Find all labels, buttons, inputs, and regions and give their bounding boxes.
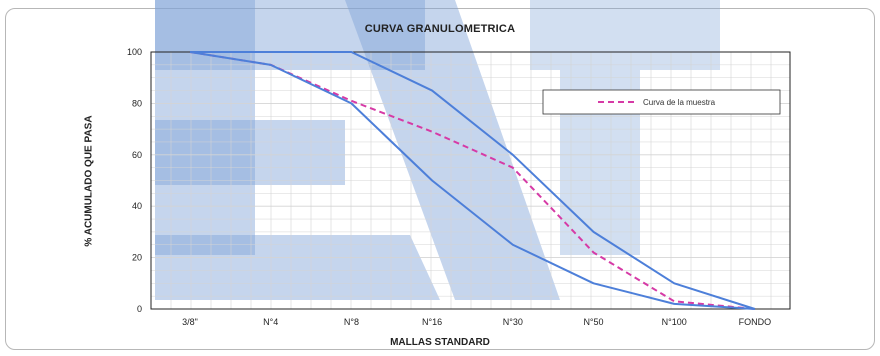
y-tick-label: 0 — [137, 304, 142, 314]
limit-curve-line — [190, 51, 756, 310]
y-tick-label: 40 — [132, 201, 142, 211]
x-tick-label: N°4 — [263, 317, 278, 327]
legend-entry: Curva de la muestra — [643, 98, 716, 107]
x-tick-label: N°100 — [662, 317, 687, 327]
y-tick-label: 100 — [127, 47, 142, 57]
x-tick-label: FONDO — [739, 317, 772, 327]
x-tick-label: N°50 — [583, 317, 603, 327]
y-tick-label: 20 — [132, 253, 142, 263]
x-tick-label: N°30 — [503, 317, 523, 327]
x-axis-label: MALLAS STANDARD — [390, 337, 490, 348]
chart-title: CURVA GRANULOMETRICA — [364, 23, 516, 35]
legend-box — [542, 89, 781, 115]
plot-area-border — [150, 51, 791, 310]
y-tick-label: 80 — [132, 98, 142, 108]
x-tick-label: N°16 — [422, 317, 442, 327]
x-tick-label: N°8 — [344, 317, 359, 327]
y-tick-label: 60 — [132, 150, 142, 160]
sample-curve-line — [189, 51, 755, 310]
y-axis-label: % ACUMULADO QUE PASA — [83, 115, 95, 247]
x-tick-label: 3/8" — [182, 317, 198, 327]
limit-curve-line — [189, 51, 755, 310]
